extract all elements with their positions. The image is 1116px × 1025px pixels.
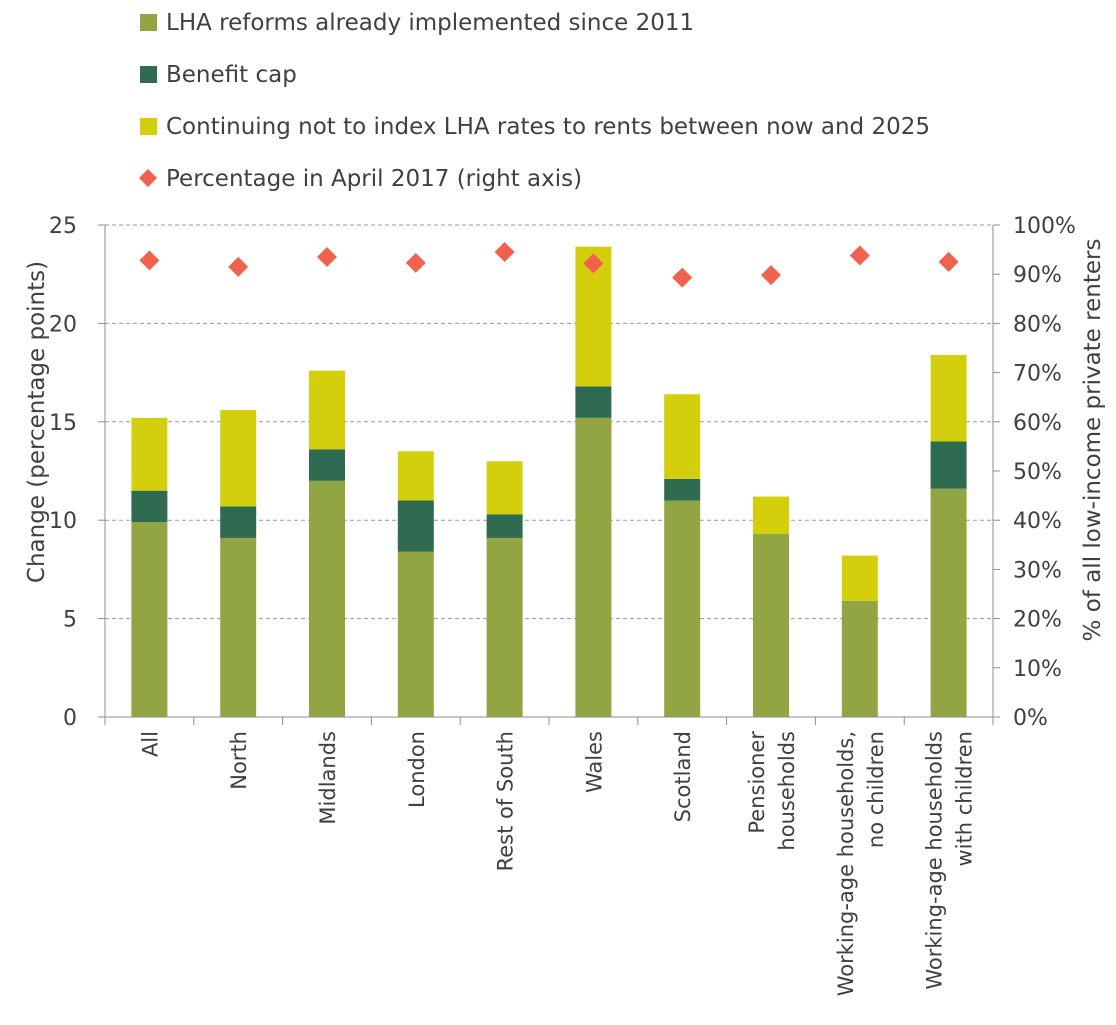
legend-swatch bbox=[140, 66, 157, 83]
left-axis-ticks: 0 5 10 15 20 25 bbox=[49, 214, 77, 731]
category-label: Midlands bbox=[316, 731, 340, 825]
y-tick-label: 5 bbox=[63, 608, 77, 633]
y2-tick-label: 50% bbox=[1013, 460, 1062, 485]
y2-tick-label: 80% bbox=[1013, 312, 1062, 337]
legend-label: Benefit cap bbox=[166, 62, 297, 88]
bar-segment bbox=[930, 488, 967, 717]
data-point bbox=[317, 246, 337, 267]
data-point bbox=[583, 253, 604, 274]
data-point bbox=[405, 252, 426, 273]
bars bbox=[131, 246, 967, 717]
category-label: Working-age households bbox=[923, 731, 947, 990]
bar-segment bbox=[753, 496, 789, 534]
y2-tick-label: 100% bbox=[1013, 214, 1076, 239]
category-label: Scotland bbox=[671, 731, 695, 822]
y2-tick-label: 20% bbox=[1013, 608, 1062, 633]
y2-axis-title: % of all low-income private renters bbox=[1080, 239, 1106, 642]
bar-segment bbox=[309, 480, 345, 717]
data-point bbox=[849, 245, 870, 266]
y2-tick-label: 60% bbox=[1013, 411, 1062, 436]
category-label: London bbox=[405, 731, 429, 808]
bar-segment bbox=[930, 354, 967, 442]
category-label: North bbox=[227, 731, 251, 790]
y2-tick-label: 0% bbox=[1013, 706, 1048, 731]
category-label: Wales bbox=[582, 731, 606, 793]
category-label: households bbox=[775, 731, 799, 851]
bar-segment bbox=[486, 514, 523, 538]
category-label: Rest of South bbox=[494, 731, 518, 871]
y-tick-label: 10 bbox=[49, 509, 77, 534]
legend-item: Continuing not to index LHA rates to ren… bbox=[140, 114, 930, 140]
y-tick-label: 25 bbox=[49, 214, 77, 239]
y2-tick-label: 30% bbox=[1013, 558, 1062, 583]
markers bbox=[139, 242, 959, 288]
category-label: no children bbox=[864, 731, 888, 848]
y-tick-label: 15 bbox=[49, 411, 77, 436]
legend-item: Benefit cap bbox=[140, 62, 297, 88]
y2-tick-label: 90% bbox=[1013, 263, 1062, 288]
bar-segment bbox=[220, 506, 257, 538]
data-point bbox=[228, 256, 249, 277]
data-point bbox=[494, 242, 515, 263]
category-label: with children bbox=[953, 731, 977, 867]
category-label: Pensioner bbox=[745, 731, 769, 834]
y-tick-label: 0 bbox=[63, 706, 77, 731]
bar-segment bbox=[575, 386, 612, 418]
legend-label: Percentage in April 2017 (right axis) bbox=[166, 166, 582, 192]
bar-segment bbox=[397, 551, 434, 717]
bar-segment bbox=[220, 409, 257, 507]
legend-item: Percentage in April 2017 (right axis) bbox=[139, 166, 582, 192]
right-axis-ticks: 0% 10% 20% 30% 40% 50% 60% 70% 80% 90% 100% bbox=[1013, 214, 1076, 731]
data-point bbox=[761, 265, 781, 286]
y-axis-title: Change (percentage points) bbox=[24, 261, 50, 583]
bar-segment bbox=[664, 500, 701, 717]
legend-label: Continuing not to index LHA rates to ren… bbox=[166, 114, 930, 140]
y2-tick-label: 70% bbox=[1013, 362, 1062, 387]
bar-segment bbox=[664, 394, 701, 479]
legend: LHA reforms already implemented since 20… bbox=[139, 10, 930, 192]
bar-segment bbox=[131, 522, 168, 717]
legend-item: LHA reforms already implemented since 20… bbox=[140, 10, 694, 36]
bar-segment bbox=[841, 600, 878, 717]
data-point bbox=[672, 267, 693, 288]
bar-segment bbox=[486, 461, 523, 515]
bar-segment bbox=[131, 490, 168, 523]
legend-swatch bbox=[140, 14, 157, 31]
data-point bbox=[938, 251, 959, 272]
data-point bbox=[139, 250, 160, 271]
bar-segment bbox=[664, 478, 701, 501]
bar-segment bbox=[309, 449, 345, 481]
axes bbox=[98, 224, 1000, 725]
bar-segment bbox=[575, 417, 612, 717]
bar-segment bbox=[131, 417, 168, 491]
bar-segment bbox=[220, 537, 257, 717]
legend-marker bbox=[139, 169, 157, 187]
y2-tick-label: 40% bbox=[1013, 509, 1062, 534]
bar-segment bbox=[930, 441, 967, 489]
bar-segment bbox=[397, 500, 434, 552]
bar-segment bbox=[309, 370, 345, 450]
bar-segment bbox=[486, 537, 523, 717]
legend-label: LHA reforms already implemented since 20… bbox=[166, 10, 694, 36]
bar-segment bbox=[397, 451, 434, 501]
legend-swatch bbox=[140, 118, 157, 135]
bar-segment bbox=[753, 533, 789, 717]
y-tick-label: 20 bbox=[49, 312, 77, 337]
category-label: All bbox=[138, 731, 162, 757]
category-labels: All North Midlands London Rest of South Wales… bbox=[138, 731, 976, 997]
y2-tick-label: 10% bbox=[1013, 657, 1062, 682]
bar-segment bbox=[841, 555, 878, 601]
category-label: Working-age households, bbox=[834, 731, 858, 996]
